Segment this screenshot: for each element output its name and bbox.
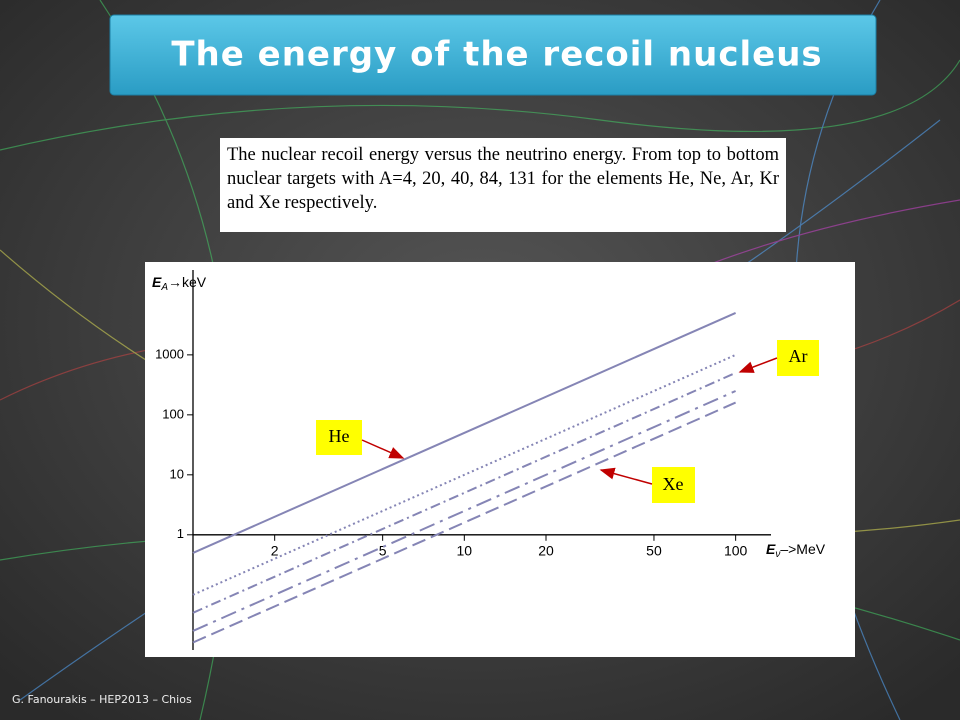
axis-label-symbol: E — [152, 274, 162, 290]
y-tick-label: 100 — [162, 406, 184, 421]
annotation: He — [329, 426, 350, 446]
x-tick-label: 20 — [538, 542, 554, 558]
data-line — [192, 353, 737, 596]
annotation-arrow — [738, 357, 778, 373]
annotation: Xe — [663, 474, 684, 494]
axis-label: EA→keV — [152, 274, 207, 293]
axis-label-subscript: A — [160, 282, 168, 293]
y-tick-label: 10 — [170, 466, 184, 481]
data-line — [192, 390, 737, 632]
data-line — [192, 311, 737, 554]
y-tick-label: 1000 — [155, 346, 184, 361]
annotation-arrow — [361, 439, 405, 459]
caption: The nuclear recoil energy versus the neu… — [220, 138, 786, 232]
title-banner — [109, 14, 877, 96]
x-tick-label: 10 — [457, 542, 473, 558]
slide-title: The energy of the recoil nucleus — [171, 35, 822, 75]
axis-label-unit: –>MeV — [780, 541, 825, 557]
data-line — [192, 371, 737, 614]
y-tick-label: 1 — [177, 526, 184, 541]
x-tick-label: 5 — [379, 542, 387, 558]
x-tick-label: 2 — [271, 542, 279, 558]
x-tick-label: 50 — [646, 542, 662, 558]
annotation-box — [652, 467, 695, 503]
axis-label-unit: →keV — [168, 274, 207, 290]
annotation: Ar — [789, 346, 808, 366]
x-tick-label: 100 — [724, 542, 748, 558]
axis-label: Eν–>MeV — [766, 541, 826, 560]
axis-label-subscript: ν — [775, 549, 780, 560]
annotation-arrow — [599, 467, 653, 485]
footer: G. Fanourakis – HEP2013 – Chios — [12, 693, 192, 706]
axis-label-symbol: E — [766, 541, 776, 557]
annotation-box — [777, 340, 819, 376]
annotation-box — [316, 420, 362, 455]
